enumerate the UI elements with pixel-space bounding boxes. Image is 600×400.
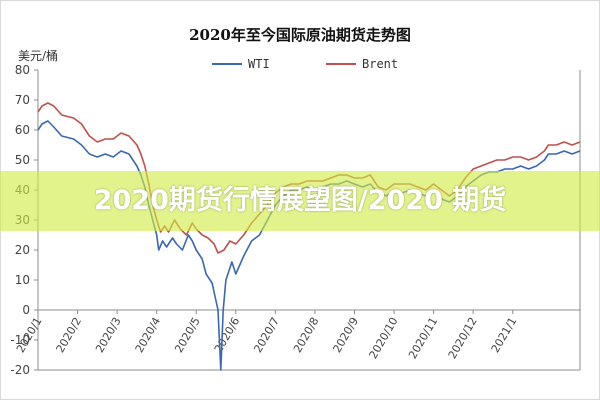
y-tick-label: 0	[22, 303, 30, 317]
watermark-banner	[0, 171, 600, 231]
legend-label-wti: WTI	[248, 57, 270, 71]
y-tick-label: 10	[15, 273, 30, 287]
y-tick-label: -20	[10, 363, 30, 377]
legend-label-brent: Brent	[362, 57, 398, 71]
y-tick-label: 20	[15, 243, 30, 257]
y-tick-label: 50	[15, 153, 30, 167]
banner-text: 2020期货行情展望图/2020 期货	[93, 185, 507, 216]
legend: WTI Brent	[212, 57, 398, 71]
y-axis-label: 美元/桶	[18, 48, 58, 63]
y-tick-label: 60	[15, 123, 30, 137]
y-tick-label: 70	[15, 93, 30, 107]
y-tick-label: 80	[15, 63, 30, 77]
y-tick-label: -10	[10, 333, 30, 347]
chart-title: 2020年至今国际原油期货走势图	[189, 26, 411, 44]
